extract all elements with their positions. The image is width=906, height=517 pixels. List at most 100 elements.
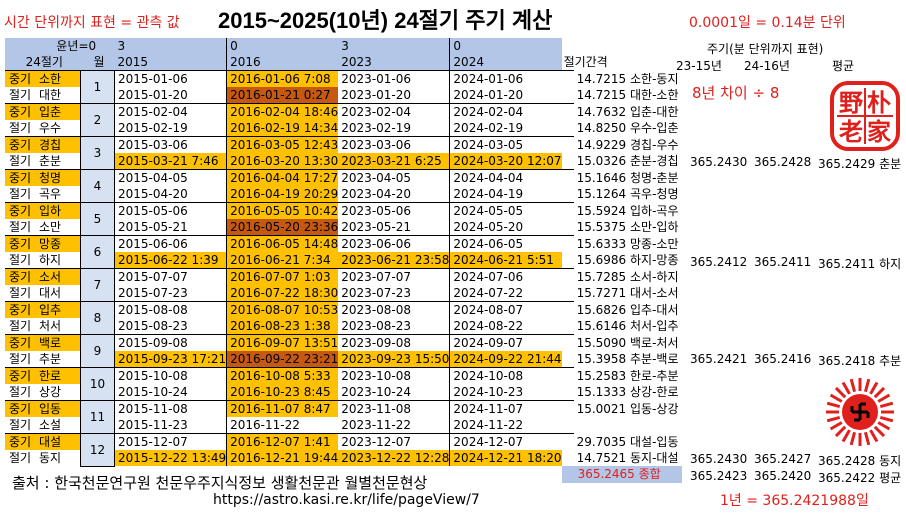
month-number: 1 (80, 70, 115, 104)
date-cell-2024: 2024-08-07 (449, 301, 562, 318)
cycle-value: 365.2418 추분 (818, 354, 902, 368)
date-cell-2023: 2023-02-04 (338, 103, 450, 120)
table-row: 절기 곡우 2015-04-20 2016-04-19 20:29 2023-04-20… (5, 186, 682, 203)
date-cell-2024: 2024-09-07 (449, 334, 562, 351)
date-cell-2016: 2016-11-22 (226, 417, 339, 434)
table-row: 중기 대설 12 2015-12-07 2016-12-07 1:41 2023-12-0… (5, 433, 682, 467)
term-type: 중기 (5, 334, 35, 351)
interval-cell: 15.6333 망종-소만 (576, 236, 679, 251)
date-cell-2015: 2015-03-21 7:46 (114, 153, 227, 170)
table-row: 중기 입춘 2 2015-02-04 2016-02-04 18:46 2023-02-0… (5, 103, 682, 137)
date-cell-2015: 2015-10-24 (118, 385, 188, 399)
date-cell-2024: 2024-02-19 (449, 120, 562, 137)
source-url[interactable]: https://astro.kasi.re.kr/life/pageView/7 (213, 492, 480, 508)
term-type: 절기 (8, 154, 32, 168)
month-number: 12 (80, 433, 115, 467)
cycle-value: 365.2429 춘분 (818, 157, 902, 171)
cycle-value: 365.2411 하지 (818, 257, 902, 271)
date-cell-2024: 2024-10-23 (449, 384, 562, 401)
date-cell-2016: 2016-08-07 10:53 (226, 301, 339, 318)
term-name: 우수 (39, 121, 62, 135)
date-cell-2023: 2023-08-23 (341, 319, 412, 333)
term-name: 입추 (35, 301, 81, 318)
month-number: 2 (80, 103, 115, 137)
date-cell-2024: 2024-12-07 (449, 433, 562, 450)
header-leap-label: 윤년=0 (35, 38, 115, 54)
date-cell-2015: 2015-06-06 (114, 235, 227, 252)
term-type: 절기 (8, 220, 32, 234)
header-year-2023: 2023 (338, 54, 450, 71)
term-name: 추분 (39, 352, 62, 366)
term-name: 소설 (39, 418, 62, 432)
term-name: 대서 (39, 286, 62, 300)
date-cell-2024: 2024-08-22 (449, 318, 562, 335)
cycle-value: 365.2428 동지 (818, 454, 902, 468)
date-cell-2024: 2024-01-20 (449, 87, 562, 104)
cycle-value: 365.2416 (754, 352, 812, 366)
cycle-value: 365.2422 평균 (818, 471, 902, 485)
sun-symbol-icon (826, 378, 894, 446)
date-cell-2015: 2015-07-23 (118, 286, 188, 300)
table-row: 중기 청명 4 2015-04-05 2016-04-04 17:27 2023-04-0… (5, 169, 682, 203)
header-row-leap: 윤년=0 3 0 3 0 (5, 38, 682, 54)
table-body: 중기 소한 1 2015-01-06 2016-01-06 7:08 2023-01-06… (5, 70, 682, 467)
cycle-value: 365.2420 (754, 469, 812, 483)
header-cell (5, 38, 35, 54)
term-name: 입하 (35, 202, 81, 219)
solar-terms-table: 윤년=0 3 0 3 0 24절기 월 2015 2016 2023 2024 … (5, 38, 682, 483)
header-year-2024: 2024 (449, 54, 562, 71)
interval-cell: 14.7215 대한-소한 (576, 88, 679, 103)
term-type: 절기 (8, 286, 32, 300)
term-name: 백로 (35, 334, 81, 351)
month-number: 9 (80, 334, 115, 368)
date-cell-2024: 2024-09-22 21:44 (449, 351, 562, 368)
cycle-value: 365.2430 (690, 452, 748, 466)
term-name: 곡우 (39, 187, 62, 201)
table-row: 중기 입동 11 2015-11-08 2016-11-07 8:47 2023-11-0… (5, 400, 682, 434)
svg-text:老: 老 (839, 117, 863, 146)
date-cell-2023: 2023-04-05 (338, 169, 450, 186)
table-row: 중기 망종 6 2015-06-06 2016-06-05 14:48 2023-06-0… (5, 235, 682, 269)
term-name: 소한 (35, 70, 81, 87)
table-row: 절기 동지 2015-12-22 13:49 2016-12-21 19:44 2023… (5, 450, 682, 466)
interval-cell: 15.1646 청명-춘분 (576, 170, 679, 185)
interval-cell: 15.0326 춘분-경칩 (576, 154, 679, 169)
term-type: 절기 (8, 385, 32, 399)
month-number: 10 (80, 367, 115, 401)
interval-cell: 15.7271 대서-소서 (576, 286, 679, 301)
month-number: 8 (80, 301, 115, 335)
seal-stamp: 野 朴 老 家 (830, 81, 900, 151)
interval-cell: 15.2583 한로-추분 (576, 368, 679, 383)
table-row: 중기 한로 10 2015-10-08 2016-10-08 5:33 2023-10-0… (5, 367, 682, 401)
date-cell-2015: 2015-11-08 (114, 400, 227, 417)
header-leap-2024: 0 (449, 38, 562, 54)
date-cell-2024: 2024-12-21 18:20 (449, 450, 562, 466)
date-cell-2015: 2015-12-07 (114, 433, 227, 450)
date-cell-2015: 2015-01-20 (118, 88, 188, 102)
cycle-value: 365.2412 (690, 255, 748, 269)
date-cell-2023: 2023-07-23 (341, 286, 412, 300)
unit-note: 0.0001일 = 0.14분 단위 (689, 15, 846, 31)
date-cell-2015: 2015-04-05 (114, 169, 227, 186)
term-type: 중기 (5, 433, 35, 450)
date-cell-2023: 2023-10-24 (341, 385, 412, 399)
term-type: 중기 (5, 169, 35, 186)
term-type: 절기 (8, 187, 32, 201)
date-cell-2016: 2016-11-07 8:47 (226, 400, 339, 417)
date-cell-2023: 2023-06-21 23:58 (338, 252, 450, 269)
date-cell-2016: 2016-03-20 13:30 (226, 153, 339, 170)
term-type: 절기 (8, 121, 32, 135)
date-cell-2016: 2016-09-22 23:21 (226, 351, 339, 368)
date-cell-2024: 2024-03-20 12:07 (449, 153, 562, 170)
cycle-value: 365.2423 (690, 469, 748, 483)
date-cell-2015: 2015-12-22 13:49 (114, 450, 227, 466)
date-cell-2015: 2015-11-23 (118, 418, 188, 432)
interval-cell: 14.7215 소한-동지 (576, 71, 679, 86)
col-header-23-15: 23-15년 (676, 59, 722, 73)
date-cell-2015: 2015-09-08 (114, 334, 227, 351)
term-type: 중기 (5, 103, 35, 120)
term-type: 중기 (5, 367, 35, 384)
header-leap-2015: 3 (114, 38, 227, 54)
year-length-text: 1년 = 365.2421988일 (720, 493, 869, 509)
date-cell-2016: 2016-04-04 17:27 (226, 169, 339, 186)
